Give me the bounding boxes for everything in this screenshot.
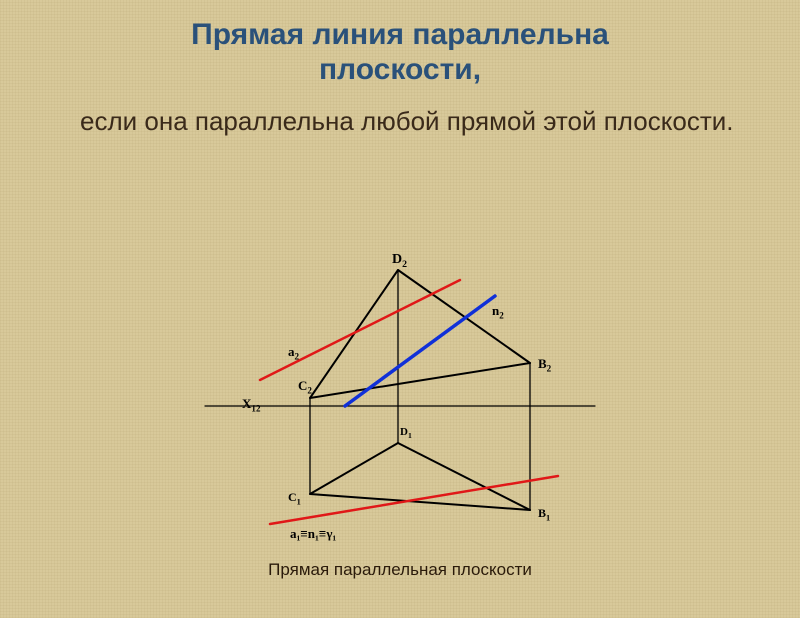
diagram-label: X12 bbox=[242, 396, 260, 414]
diagram-label: D1 bbox=[400, 426, 412, 440]
diagram-container: D2 n2 a2 B2 C2 X12 D1 C1 B1 a₁≡n₁≡γ₁ Прямая парал… bbox=[200, 248, 600, 588]
diagram-label: D2 bbox=[392, 252, 407, 270]
diagram-label: C1 bbox=[288, 490, 301, 506]
diagram-label: a₁≡n₁≡γ₁ bbox=[290, 526, 336, 542]
title-line-2: плоскости, bbox=[0, 53, 800, 88]
page-title: Прямая линия параллельна плоскости, bbox=[0, 18, 800, 87]
diagram-caption: Прямая параллельная плоскости bbox=[200, 560, 600, 580]
title-line-1: Прямая линия параллельна bbox=[0, 18, 800, 53]
subtitle-text: если она параллельна любой прямой этой п… bbox=[80, 105, 740, 138]
diagram-label: a2 bbox=[288, 344, 299, 362]
diagram-label: B1 bbox=[538, 506, 550, 522]
diagram-label: n2 bbox=[492, 303, 504, 321]
diagram-label: C2 bbox=[298, 378, 312, 396]
diagram-label: B2 bbox=[538, 356, 551, 374]
